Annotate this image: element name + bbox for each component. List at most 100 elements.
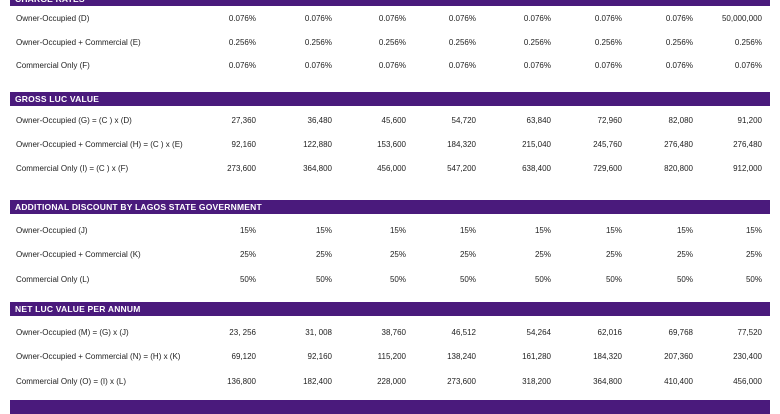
cell-value: 15% [389,226,406,235]
page: {"sections": [ {"title": "CHARGE RATES",… [10,0,770,414]
cell-value: 15% [315,226,332,235]
cell-value: 25% [315,250,332,259]
cell-value: 92,160 [307,352,332,361]
cell-value: 364,800 [593,377,622,386]
cell-value: 31, 008 [305,328,332,337]
cell-value: 38,760 [381,328,406,337]
cell-value: 25% [239,250,256,259]
cell-value: 63,840 [526,116,551,125]
cell-value: 91,200 [737,116,762,125]
row-label: Commercial Only (F) [16,61,90,70]
cell-value: 273,600 [447,377,476,386]
row-label: Owner-Occupied (D) [16,14,90,23]
cell-value: 0.256% [378,38,406,47]
cell-value: 62,016 [597,328,622,337]
cell-value: 23, 256 [229,328,256,337]
cell-value: 184,320 [447,140,476,149]
section-title: CHARGE RATES [10,0,770,6]
row-label: Owner-Occupied (J) [16,226,88,235]
cell-value: 36,480 [307,116,332,125]
cell-value: 0.256% [594,38,622,47]
cell-value: 0.076% [304,14,332,23]
cell-value: 228,000 [377,377,406,386]
cell-value: 0.256% [448,38,476,47]
cell-value: 25% [389,250,406,259]
cell-value: 0.076% [594,61,622,70]
cell-value: 50% [605,275,622,284]
cell-value: 0.076% [734,61,762,70]
cell-value: 50% [389,275,406,284]
section-title: ADDITIONAL DISCOUNT BY LAGOS STATE GOVER… [10,200,770,214]
cell-value: 15% [605,226,622,235]
cell-value: 0.076% [665,14,693,23]
cell-value: 0.076% [448,14,476,23]
cell-value: 0.256% [228,38,256,47]
cell-value: 50,000,000 [721,14,762,23]
row-label: Owner-Occupied + Commercial (K) [16,250,141,259]
cell-value: 0.256% [734,38,762,47]
cell-value: 25% [459,250,476,259]
cell-value: 136,800 [227,377,256,386]
cell-value: 0.076% [448,61,476,70]
cell-value: 50% [459,275,476,284]
cell-value: 215,040 [522,140,551,149]
cell-value: 364,800 [303,164,332,173]
cell-value: 54,720 [451,116,476,125]
section-bar [10,400,770,414]
row-label: Owner-Occupied (M) = (G) x (J) [16,328,129,337]
cell-value: 92,160 [231,140,256,149]
section-title: GROSS LUC VALUE [10,92,770,106]
cell-value: 69,768 [668,328,693,337]
cell-value: 45,600 [381,116,406,125]
cell-value: 456,000 [377,164,406,173]
cell-value: 547,200 [447,164,476,173]
cell-value: 25% [534,250,551,259]
row-label: Owner-Occupied + Commercial (E) [16,38,141,47]
cell-value: 410,400 [664,377,693,386]
cell-value: 0.076% [378,61,406,70]
cell-value: 245,760 [593,140,622,149]
cell-value: 15% [676,226,693,235]
cell-value: 25% [676,250,693,259]
cell-value: 50% [676,275,693,284]
cell-value: 276,480 [664,140,693,149]
row-label: Owner-Occupied + Commercial (H) = (C ) x… [16,140,183,149]
cell-value: 0.076% [665,61,693,70]
cell-value: 0.256% [523,38,551,47]
cell-value: 276,480 [733,140,762,149]
cell-value: 182,400 [303,377,332,386]
cell-value: 50% [745,275,762,284]
cell-value: 50% [315,275,332,284]
cell-value: 122,880 [303,140,332,149]
cell-value: 0.076% [304,61,332,70]
row-label: Owner-Occupied + Commercial (N) = (H) x … [16,352,181,361]
cell-value: 54,264 [526,328,551,337]
cell-value: 50% [239,275,256,284]
cell-value: 50% [534,275,551,284]
row-label: Commercial Only (I) = (C ) x (F) [16,164,129,173]
cell-value: 820,800 [664,164,693,173]
cell-value: 153,600 [377,140,406,149]
cell-value: 0.076% [378,14,406,23]
cell-value: 729,600 [593,164,622,173]
section-title: NET LUC VALUE PER ANNUM [10,302,770,316]
cell-value: 0.076% [228,14,256,23]
row-label: Commercial Only (L) [16,275,90,284]
cell-value: 138,240 [447,352,476,361]
cell-value: 456,000 [733,377,762,386]
cell-value: 0.076% [594,14,622,23]
cell-value: 72,960 [597,116,622,125]
row-label: Owner-Occupied (G) = (C ) x (D) [16,116,132,125]
cell-value: 46,512 [451,328,476,337]
cell-value: 0.076% [523,61,551,70]
cell-value: 0.256% [304,38,332,47]
cell-value: 115,200 [377,352,406,361]
cell-value: 15% [745,226,762,235]
cell-value: 15% [459,226,476,235]
cell-value: 27,360 [231,116,256,125]
cell-value: 0.076% [523,14,551,23]
cell-value: 25% [745,250,762,259]
row-label: Commercial Only (O) = (I) x (L) [16,377,127,386]
cell-value: 15% [239,226,256,235]
cell-value: 0.076% [228,61,256,70]
